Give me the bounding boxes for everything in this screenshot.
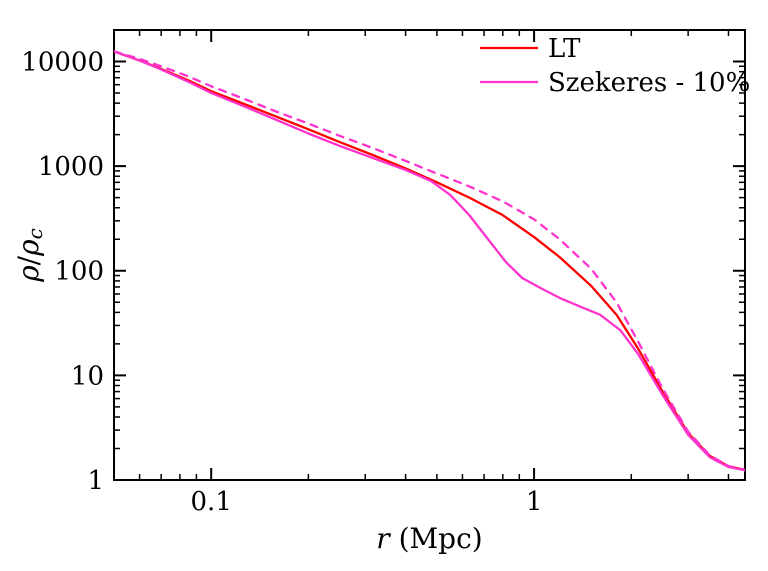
x-axis-label: r (Mpc) xyxy=(376,522,482,555)
legend-label: LT xyxy=(548,34,581,64)
y-tick-label: 10 xyxy=(71,361,104,391)
x-tick-label: 1 xyxy=(526,487,543,517)
legend-label: Szekeres - 10% xyxy=(548,68,750,98)
density-profile-chart: 0.11110100100010000r (Mpc)ρ/ρcLTSzekeres… xyxy=(0,0,768,571)
y-tick-label: 100 xyxy=(54,257,104,287)
y-tick-label: 10000 xyxy=(21,47,104,77)
y-tick-label: 1 xyxy=(87,466,104,496)
x-tick-label: 0.1 xyxy=(191,487,232,517)
y-tick-label: 1000 xyxy=(38,152,104,182)
